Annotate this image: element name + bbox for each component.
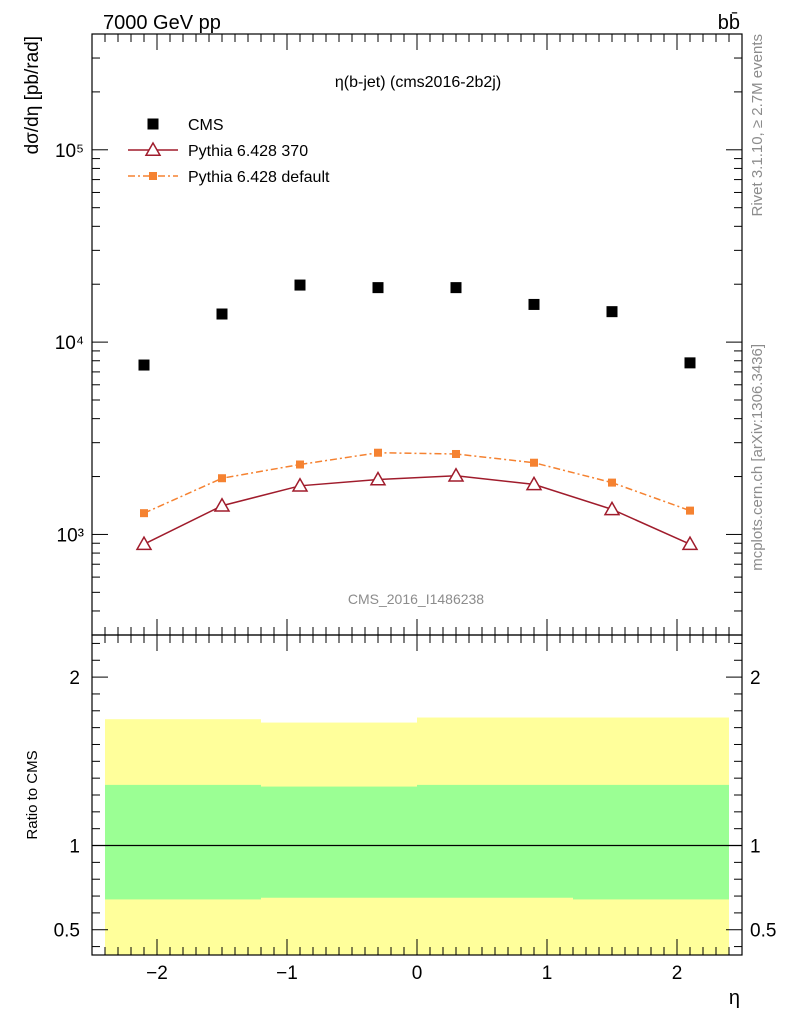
x-tick-label: 0 bbox=[412, 963, 423, 984]
point-pythia-6-428-default-6 bbox=[608, 478, 616, 487]
point-pythia-6-428-370-7 bbox=[681, 535, 699, 551]
ratio-band-inner-3 bbox=[573, 784, 729, 900]
header-left-label: 7000 GeV pp bbox=[103, 12, 221, 34]
header-right-label: bb̄ bbox=[718, 11, 740, 34]
point-pythia-6-428-370-1 bbox=[213, 497, 231, 512]
ratio-y-tick-label-left: 2 bbox=[69, 668, 80, 689]
main-y-tick-label: 10³ bbox=[57, 525, 84, 546]
point-pythia-6-428-370-2 bbox=[291, 477, 309, 492]
x-tick-label: −2 bbox=[146, 963, 168, 984]
mcplots-label: mcplots.cern.ch [arXiv:1306.3436] bbox=[749, 344, 766, 571]
y-axis-label-main: dσ/dη [pb/rad] bbox=[22, 36, 43, 154]
main-series-markers bbox=[135, 279, 699, 551]
ratio-band-inner-1 bbox=[261, 786, 417, 898]
legend-label-pythia-6-428-370: Pythia 6.428 370 bbox=[188, 143, 308, 160]
ratio-y-tick-labels: 0.5 0.5 1 1 2 2 bbox=[54, 668, 777, 942]
point-cms-3 bbox=[372, 282, 384, 294]
ratio-y-tick-label-right: 2 bbox=[750, 668, 761, 689]
series-line-pythia-6-428-default bbox=[143, 451, 691, 514]
point-cms-5 bbox=[528, 298, 540, 310]
x-axis-label: η bbox=[729, 987, 740, 1009]
point-cms-7 bbox=[684, 357, 696, 369]
main-y-tick-labels: 10³ 10⁴ 10⁵ bbox=[55, 141, 84, 547]
point-pythia-6-428-370-4 bbox=[447, 467, 465, 482]
legend-label-cms: CMS bbox=[188, 117, 224, 134]
main-title: η(b-jet) (cms2016-2b2j) bbox=[335, 74, 501, 91]
point-pythia-6-428-370-6 bbox=[603, 500, 621, 516]
ratio-y-tick-label-right: 0.5 bbox=[750, 921, 776, 942]
ratio-y-tick-label-left: 0.5 bbox=[54, 921, 80, 942]
point-pythia-6-428-370-5 bbox=[525, 475, 543, 491]
point-pythia-6-428-default-1 bbox=[218, 474, 226, 483]
point-cms-4 bbox=[450, 282, 462, 294]
point-pythia-6-428-default-7 bbox=[686, 506, 694, 515]
series-line-pythia-6-428-370 bbox=[143, 474, 691, 545]
x-tick-label: 1 bbox=[542, 963, 553, 984]
ratio-band-inner-0 bbox=[105, 784, 261, 900]
point-pythia-6-428-370-0 bbox=[135, 535, 153, 551]
point-pythia-6-428-default-3 bbox=[374, 448, 382, 457]
point-cms-2 bbox=[294, 279, 306, 291]
point-cms-0 bbox=[138, 359, 150, 371]
x-tick-label: −1 bbox=[276, 963, 298, 984]
legend-marker-pythia-6-428-370 bbox=[144, 141, 162, 156]
main-y-tick-label: 10⁴ bbox=[55, 333, 84, 354]
y-axis-label-ratio: Ratio to CMS bbox=[24, 750, 41, 839]
main-y-tick-label: 10⁵ bbox=[55, 141, 84, 162]
legend-marker-pythia-6-428-default bbox=[149, 172, 157, 180]
point-pythia-6-428-default-2 bbox=[296, 460, 304, 469]
legend: CMS Pythia 6.428 370 Pythia 6.428 default bbox=[128, 117, 330, 186]
ratio-x-tick-labels: −2 −1 0 1 2 bbox=[146, 963, 682, 984]
legend-marker-cms bbox=[147, 118, 159, 130]
point-cms-1 bbox=[216, 308, 228, 320]
rivet-label: Rivet 3.1.10, ≥ 2.7M events bbox=[749, 34, 766, 217]
point-pythia-6-428-370-3 bbox=[369, 471, 387, 486]
ratio-band-inner-2 bbox=[417, 784, 573, 898]
point-cms-6 bbox=[606, 306, 618, 318]
legend-label-pythia-6-428-default: Pythia 6.428 default bbox=[188, 169, 330, 186]
main-series-lines bbox=[143, 451, 691, 545]
point-pythia-6-428-default-4 bbox=[452, 449, 460, 458]
ratio-y-tick-label-right: 1 bbox=[750, 837, 761, 858]
ratio-bands bbox=[92, 717, 742, 955]
point-pythia-6-428-default-0 bbox=[140, 509, 148, 518]
x-tick-label: 2 bbox=[672, 963, 683, 984]
ratio-axes bbox=[91, 634, 743, 956]
ratio-y-tick-label-left: 1 bbox=[69, 837, 80, 858]
watermark: CMS_2016_I1486238 bbox=[348, 591, 484, 607]
point-pythia-6-428-default-5 bbox=[530, 458, 538, 467]
